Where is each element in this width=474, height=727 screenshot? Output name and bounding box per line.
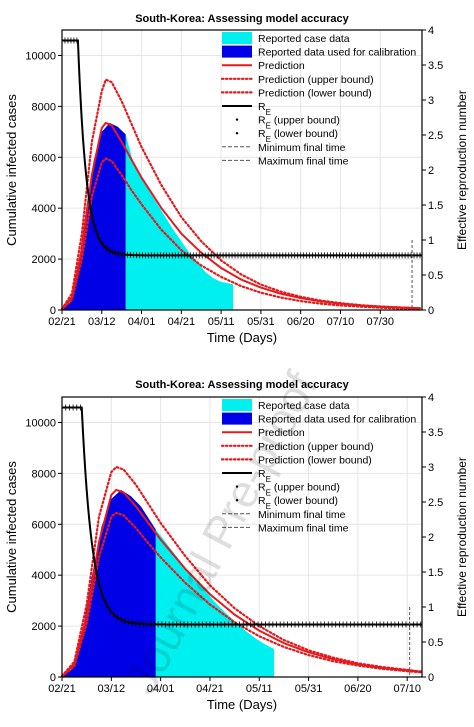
y2-tick-label: 0.5 bbox=[428, 270, 443, 282]
x-tick-label: 02/21 bbox=[48, 683, 76, 695]
y2-tick-label: 2 bbox=[428, 532, 434, 544]
legend-label-re_lower: RE (lower bound) bbox=[258, 128, 338, 144]
y-tick-label: 10000 bbox=[25, 50, 56, 62]
prediction-lower-bound-line bbox=[60, 157, 422, 311]
x-tick-label: 05/11 bbox=[208, 316, 235, 328]
legend-label-max_final: Maximum final time bbox=[258, 522, 349, 534]
y-tick-label: 8000 bbox=[32, 468, 56, 480]
y-tick-label: 2000 bbox=[32, 621, 56, 633]
chart-panel-bottom: South-Korea: Assessing model accuracy020… bbox=[4, 379, 469, 712]
x-tick-label: 06/20 bbox=[287, 316, 315, 328]
y2-tick-label: 2.5 bbox=[428, 497, 443, 509]
x-tick-label: 07/10 bbox=[393, 683, 421, 695]
legend-label-re_lower: RE (lower bound) bbox=[258, 495, 338, 511]
legend-label-max_final: Maximum final time bbox=[258, 155, 349, 167]
y-tick-label: 4000 bbox=[32, 203, 56, 215]
y-tick-label: 6000 bbox=[32, 152, 56, 164]
re-line bbox=[62, 406, 422, 626]
chart-panel-top: South-Korea: Assessing model accuracy020… bbox=[4, 13, 469, 345]
legend-label-re_upper: RE (upper bound) bbox=[258, 115, 340, 131]
x-tick-label: 03/12 bbox=[98, 683, 126, 695]
y-tick-label: 10000 bbox=[25, 417, 56, 429]
y2-axis-label: Effective reproduction number bbox=[455, 90, 469, 250]
y-tick-label: 4000 bbox=[32, 570, 56, 582]
legend-label-reported: Reported case data bbox=[258, 400, 350, 412]
y-tick-label: 0 bbox=[50, 672, 56, 684]
legend-label-re: RE bbox=[258, 101, 271, 117]
legend-swatch-re-bound bbox=[235, 485, 239, 488]
y2-tick-label: 0 bbox=[428, 672, 434, 684]
y-tick-label: 6000 bbox=[32, 519, 56, 531]
calibration-data-area bbox=[62, 122, 126, 310]
y2-tick-label: 3.5 bbox=[428, 60, 443, 72]
reported-case-area bbox=[155, 529, 275, 677]
y2-tick-label: 1.5 bbox=[428, 567, 443, 579]
y2-tick-label: 2.5 bbox=[428, 130, 443, 142]
legend-label-reported: Reported case data bbox=[258, 33, 350, 45]
x-tick-label: 07/30 bbox=[366, 316, 394, 328]
y2-tick-label: 4 bbox=[428, 392, 434, 404]
y2-tick-label: 4 bbox=[428, 25, 434, 37]
legend-label-re_upper: RE (upper bound) bbox=[258, 482, 340, 498]
y-axis-label: Cumulative infected cases bbox=[4, 461, 19, 613]
y2-axis-label: Effective reproduction number bbox=[455, 457, 469, 617]
y2-tick-label: 0 bbox=[428, 305, 434, 317]
legend-label-min_final: Minimum final time bbox=[258, 142, 346, 154]
x-tick-label: 04/21 bbox=[168, 316, 196, 328]
x-tick-label: 03/12 bbox=[88, 316, 116, 328]
legend-label-pred_lower: Prediction (lower bound) bbox=[258, 454, 372, 466]
prediction-line bbox=[61, 121, 421, 310]
prediction-line bbox=[61, 488, 423, 677]
legend-label-pred_lower: Prediction (lower bound) bbox=[258, 87, 372, 99]
x-tick-label: 07/10 bbox=[327, 316, 355, 328]
x-tick-label: 04/21 bbox=[196, 683, 224, 695]
y2-tick-label: 1 bbox=[428, 602, 434, 614]
chart-title: South-Korea: Assessing model accuracy bbox=[135, 13, 349, 25]
x-tick-label: 04/01 bbox=[128, 316, 156, 328]
y-tick-label: 2000 bbox=[32, 254, 56, 266]
x-axis-label: Time (Days) bbox=[207, 697, 277, 712]
legend-label-calibration: Reported data used for calibration bbox=[258, 47, 416, 59]
y2-tick-label: 3 bbox=[428, 462, 434, 474]
x-axis-label: Time (Days) bbox=[207, 330, 277, 345]
legend-label-min_final: Minimum final time bbox=[258, 509, 346, 521]
legend-label-prediction: Prediction bbox=[258, 427, 305, 439]
legend-label-calibration: Reported data used for calibration bbox=[258, 414, 416, 426]
y2-tick-label: 3.5 bbox=[428, 427, 443, 439]
x-tick-label: 04/01 bbox=[147, 683, 175, 695]
legend-label-prediction: Prediction bbox=[258, 60, 305, 72]
reported-case-area bbox=[125, 134, 234, 310]
legend-swatch-calibration bbox=[222, 45, 252, 58]
legend-swatch-re-bound bbox=[235, 118, 239, 121]
y2-tick-label: 1.5 bbox=[428, 200, 443, 212]
x-tick-label: 05/31 bbox=[247, 316, 275, 328]
y2-tick-label: 1 bbox=[428, 235, 434, 247]
y-tick-label: 0 bbox=[50, 305, 56, 317]
x-tick-label: 05/11 bbox=[246, 683, 273, 695]
chart-title: South-Korea: Assessing model accuracy bbox=[135, 379, 349, 391]
y2-tick-label: 0.5 bbox=[428, 637, 443, 649]
x-tick-label: 05/31 bbox=[295, 683, 323, 695]
prediction-lower-bound-line bbox=[60, 511, 424, 678]
legend-swatch-re-bound bbox=[235, 499, 239, 502]
y-tick-label: 8000 bbox=[32, 101, 56, 113]
legend-swatch-calibration bbox=[222, 412, 252, 425]
legend-swatch-reported bbox=[222, 32, 252, 44]
y2-tick-label: 3 bbox=[428, 95, 434, 107]
legend-label-re: RE bbox=[258, 468, 271, 484]
legend-label-pred_upper: Prediction (upper bound) bbox=[258, 74, 374, 86]
x-tick-label: 06/20 bbox=[344, 683, 372, 695]
legend-swatch-reported bbox=[222, 399, 252, 411]
y2-tick-label: 2 bbox=[428, 165, 434, 177]
legend-label-pred_upper: Prediction (upper bound) bbox=[258, 441, 374, 453]
x-tick-label: 02/21 bbox=[48, 316, 76, 328]
y-axis-label: Cumulative infected cases bbox=[4, 94, 19, 246]
legend-swatch-re-bound bbox=[235, 132, 239, 135]
